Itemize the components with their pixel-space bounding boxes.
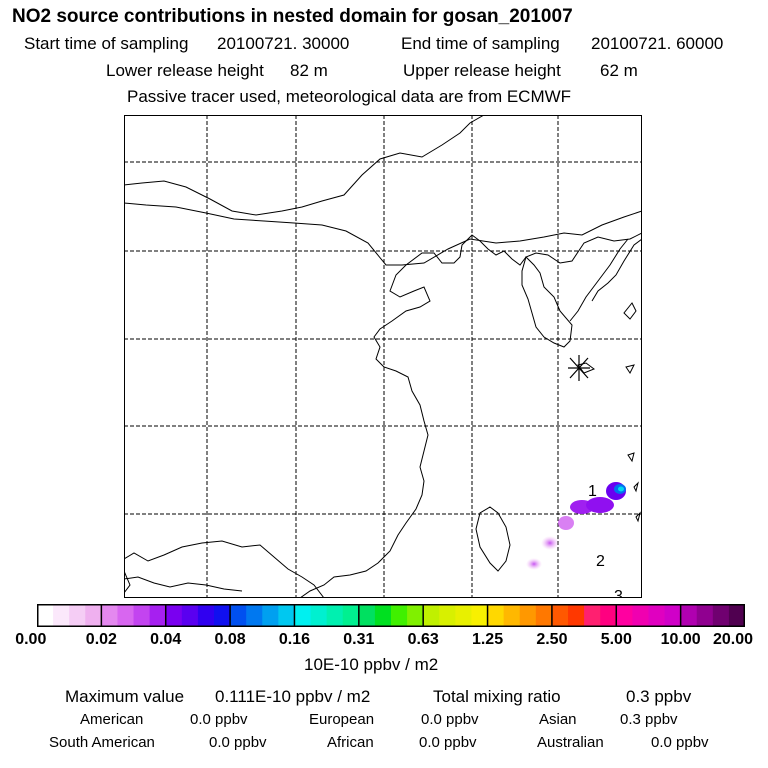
region-value-australian: 0.0 ppbv bbox=[651, 734, 709, 751]
colorbar-swatch bbox=[551, 604, 569, 627]
colorbar-tick-label: 0.08 bbox=[214, 631, 246, 648]
colorbar-swatch bbox=[568, 604, 585, 627]
region-name-australian: Australian bbox=[537, 734, 604, 751]
end-time-value: 20100721. 60000 bbox=[591, 34, 724, 53]
colorbar-swatch bbox=[535, 604, 553, 627]
total-mixing-value: 0.3 ppbv bbox=[626, 687, 692, 706]
colorbar-swatch bbox=[262, 604, 279, 627]
region-value-european: 0.0 ppbv bbox=[421, 711, 479, 728]
colorbar-swatch bbox=[584, 604, 601, 627]
colorbar-swatch bbox=[85, 604, 102, 627]
colorbar-swatch bbox=[246, 604, 263, 627]
colorbar-swatch bbox=[696, 604, 714, 627]
colorbar-swatch bbox=[728, 604, 745, 627]
colorbar-swatch bbox=[326, 604, 344, 627]
colorbar-swatch bbox=[310, 604, 328, 627]
colorbar-tick-label: 5.00 bbox=[600, 631, 632, 648]
colorbar-swatch bbox=[69, 604, 86, 627]
colorbar-swatch bbox=[471, 604, 489, 627]
colorbar-tick-label: 0.31 bbox=[343, 631, 375, 648]
colorbar-swatch bbox=[37, 604, 54, 627]
region-value-asian: 0.3 ppbv bbox=[620, 711, 678, 728]
colorbar-swatch bbox=[294, 604, 312, 627]
colorbar-swatch bbox=[712, 604, 730, 627]
receptor-marker bbox=[568, 355, 590, 381]
start-time-value: 20100721. 30000 bbox=[217, 34, 350, 53]
trajectory-label-2: 2 bbox=[596, 553, 605, 570]
colorbar-swatch bbox=[664, 604, 682, 627]
colorbar bbox=[37, 604, 745, 627]
lower-height-value: 82 m bbox=[290, 61, 328, 80]
colorbar-swatch bbox=[391, 604, 408, 627]
concentration-plume bbox=[526, 482, 626, 570]
colorbar-tick-label: 0.02 bbox=[85, 631, 117, 648]
colorbar-swatch bbox=[680, 604, 698, 627]
colorbar-swatch bbox=[374, 604, 392, 627]
region-value-african: 0.0 ppbv bbox=[419, 734, 477, 751]
data-note: Passive tracer used, meteorological data… bbox=[127, 87, 572, 106]
region-value-american: 0.0 ppbv bbox=[190, 711, 248, 728]
region-name-south-american: South American bbox=[49, 734, 155, 751]
colorbar-swatch bbox=[455, 604, 472, 627]
colorbar-swatch bbox=[503, 604, 521, 627]
colorbar-swatch bbox=[197, 604, 215, 627]
colorbar-swatch bbox=[117, 604, 135, 627]
region-name-asian: Asian bbox=[539, 711, 577, 728]
colorbar-swatch bbox=[165, 604, 183, 627]
region-name-african: African bbox=[327, 734, 374, 751]
colorbar-tick-label: 0.16 bbox=[278, 631, 311, 648]
colorbar-swatch bbox=[342, 604, 360, 627]
lat-lon-grid bbox=[124, 115, 642, 598]
colorbar-swatch bbox=[101, 604, 118, 627]
total-mixing-label: Total mixing ratio bbox=[433, 687, 561, 706]
colorbar-swatch bbox=[214, 604, 231, 627]
colorbar-tick-label: 20.00 bbox=[712, 631, 754, 648]
colorbar-swatch bbox=[423, 604, 440, 627]
colorbar-tick-label: 0.04 bbox=[150, 631, 182, 648]
colorbar-swatch bbox=[648, 604, 666, 627]
colorbar-swatch bbox=[358, 604, 376, 627]
colorbar-tick-label: 0.00 bbox=[15, 631, 47, 648]
colorbar-swatch bbox=[133, 604, 151, 627]
upper-height-value: 62 m bbox=[600, 61, 638, 80]
colorbar-tick-label: 1.25 bbox=[471, 631, 504, 648]
trajectory-label-3: 3 bbox=[614, 588, 623, 598]
end-time-label: End time of sampling bbox=[401, 34, 560, 53]
region-name-european: European bbox=[309, 711, 375, 728]
colorbar-swatch bbox=[149, 604, 167, 627]
colorbar-swatch bbox=[230, 604, 247, 627]
colorbar-units: 10E-10 ppbv / m2 bbox=[304, 655, 439, 674]
colorbar-tick-label: 0.63 bbox=[407, 631, 439, 648]
colorbar-swatch bbox=[439, 604, 456, 627]
start-time-label: Start time of sampling bbox=[24, 34, 189, 53]
colorbar-swatch bbox=[181, 604, 199, 627]
region-name-american: American bbox=[80, 711, 144, 728]
trajectory-label-1: 1 bbox=[588, 483, 597, 500]
colorbar-frame bbox=[37, 604, 745, 627]
colorbar-swatch bbox=[519, 604, 537, 627]
upper-height-label: Upper release height bbox=[403, 61, 561, 80]
colorbar-swatch bbox=[616, 604, 633, 627]
map-frame bbox=[124, 115, 642, 598]
colorbar-swatch bbox=[487, 604, 505, 627]
colorbar-swatch bbox=[600, 604, 617, 627]
max-value: 0.111E-10 ppbv / m2 bbox=[215, 687, 371, 706]
colorbar-swatch bbox=[278, 604, 295, 627]
lower-height-label: Lower release height bbox=[106, 61, 264, 80]
plot-title: NO2 source contributions in nested domai… bbox=[12, 6, 573, 27]
colorbar-swatch bbox=[407, 604, 424, 627]
max-value-label: Maximum value bbox=[65, 687, 185, 706]
colorbar-tick-label: 10.00 bbox=[660, 631, 701, 648]
colorbar-swatch bbox=[632, 604, 649, 627]
colorbar-tick-label: 2.50 bbox=[536, 631, 568, 648]
coastlines bbox=[124, 115, 642, 598]
map-panel: 1 2 3 bbox=[124, 115, 642, 598]
region-value-south-american: 0.0 ppbv bbox=[209, 734, 267, 751]
colorbar-swatch bbox=[53, 604, 70, 627]
